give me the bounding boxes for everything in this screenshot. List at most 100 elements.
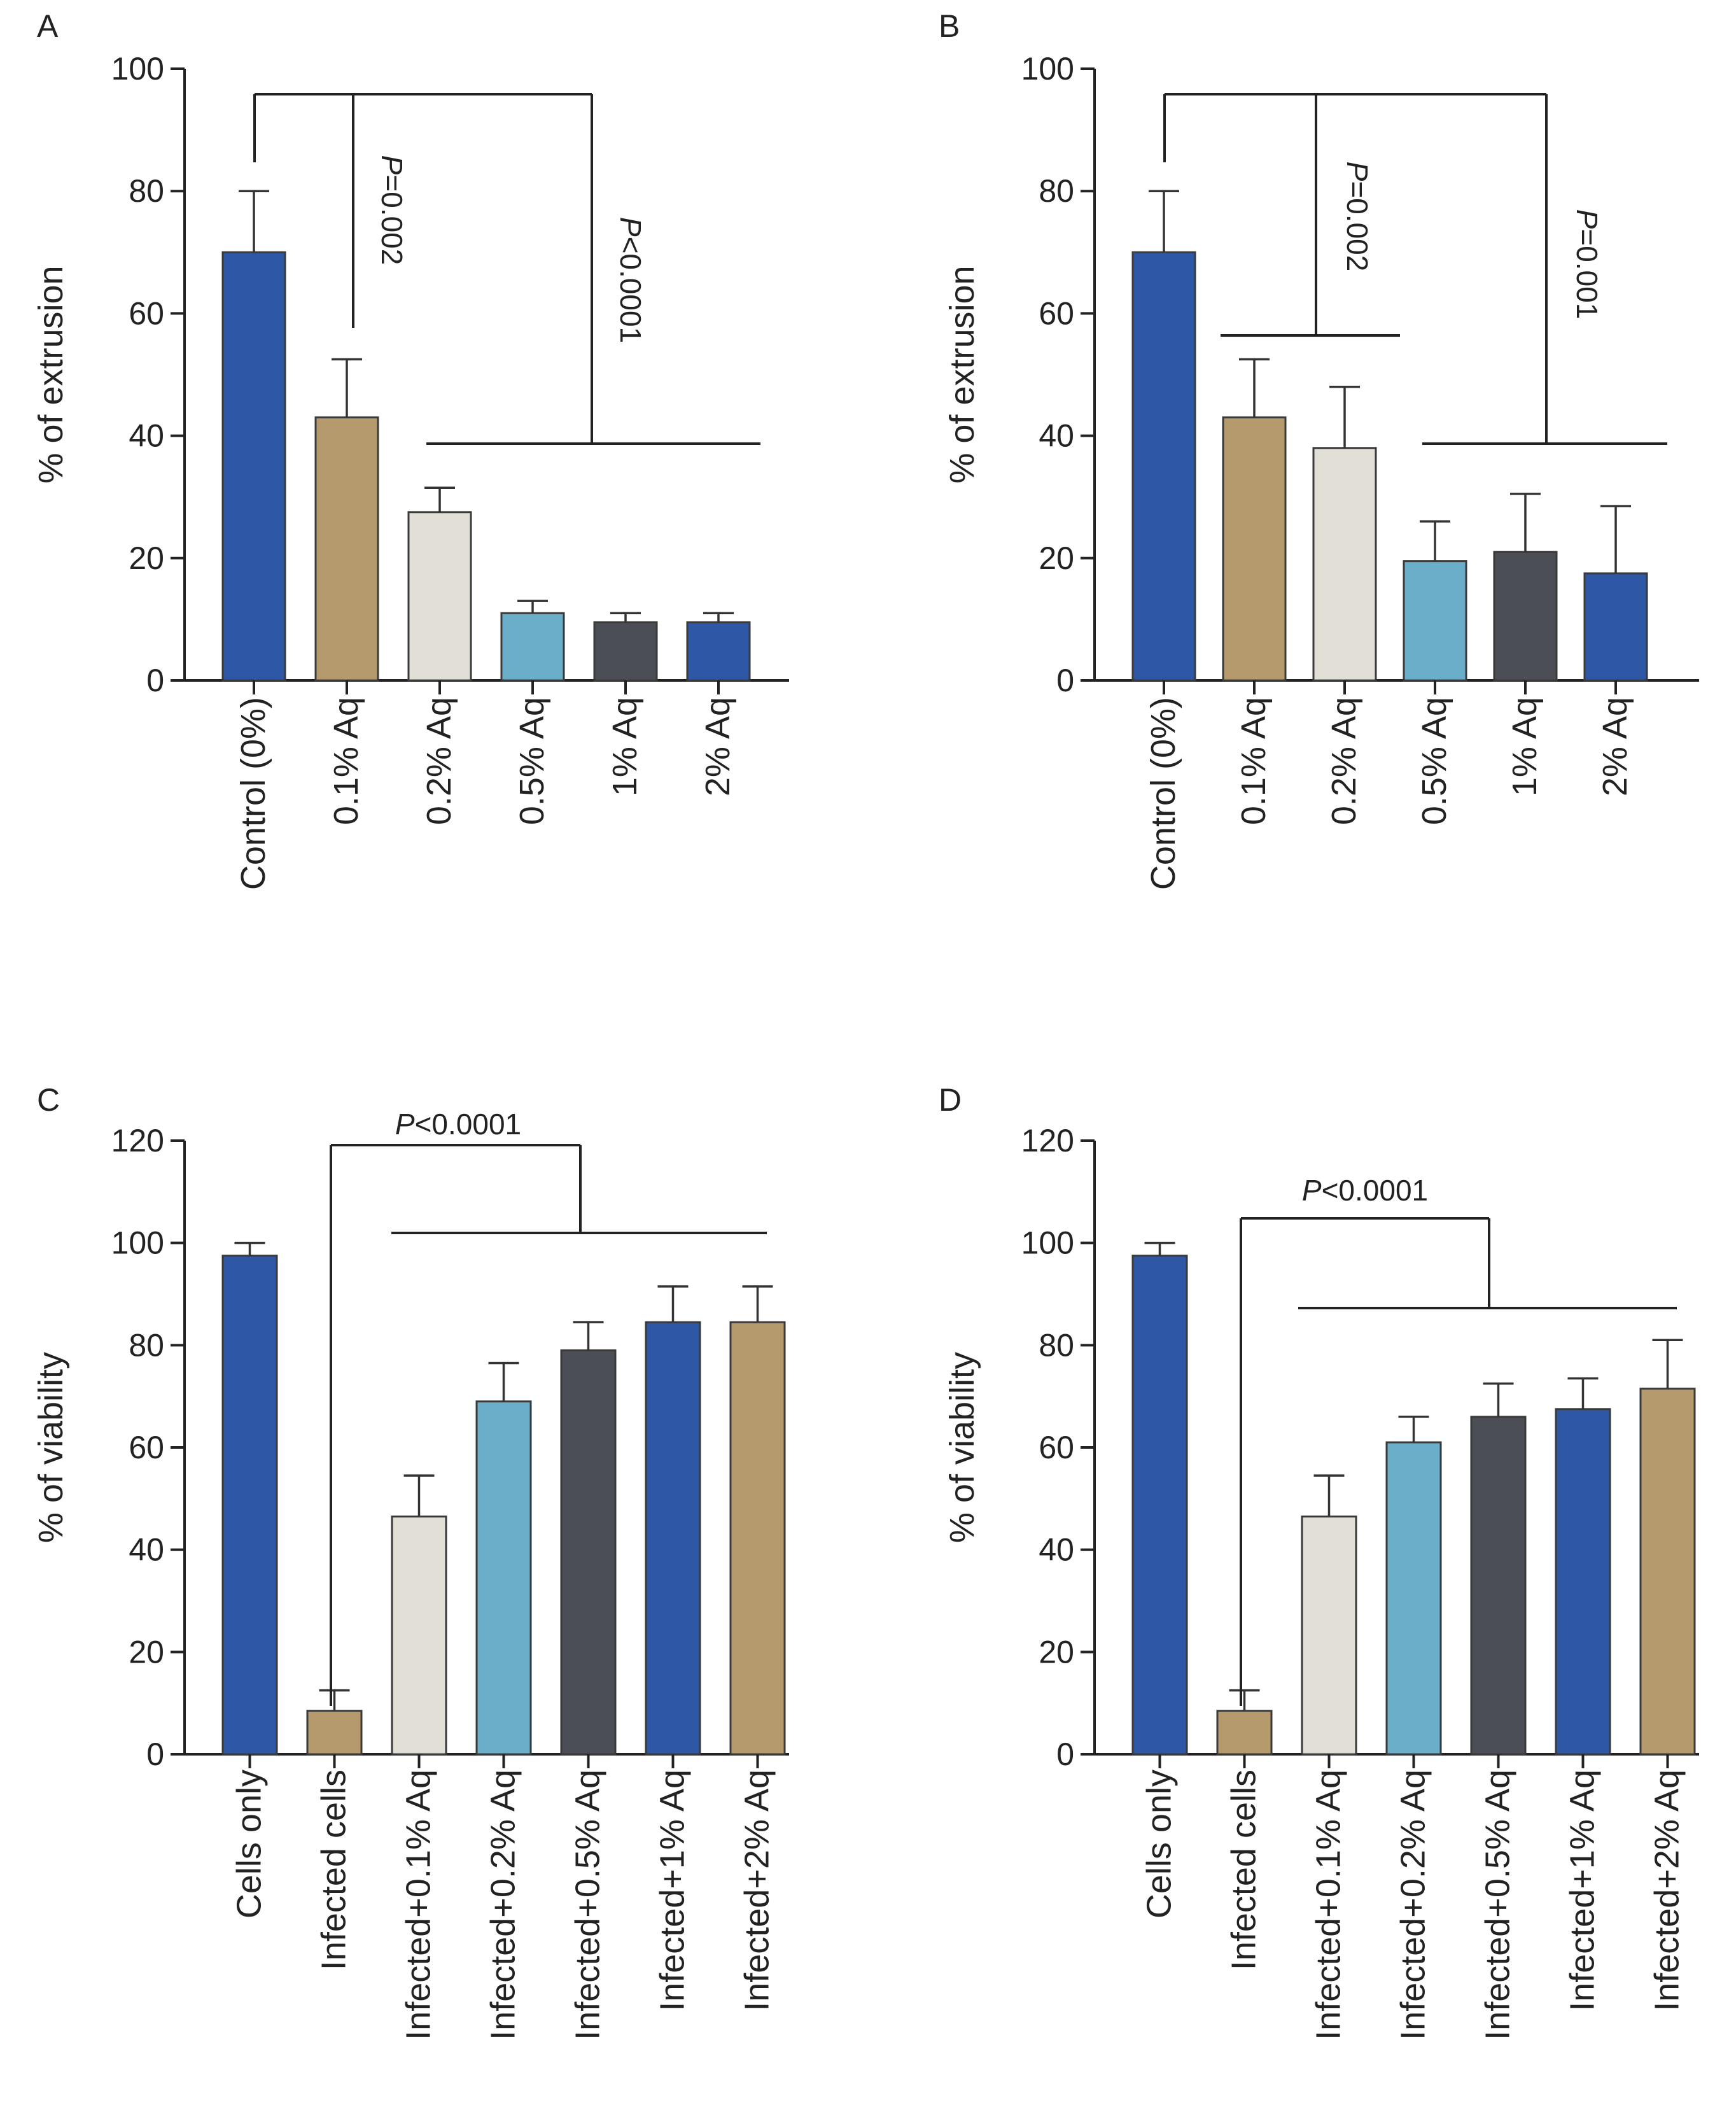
x-tick-label: Infected cells [315,1770,353,1970]
p-value-text: =0.002 [1341,181,1374,271]
bar [729,1321,786,1756]
y-tick-label: 0 [146,1736,164,1772]
p-value-symbol: P [614,217,647,237]
p-value-symbol: P [375,155,409,175]
bar [391,1515,447,1756]
y-tick-label: 40 [129,1532,164,1568]
y-tick-label: 100 [111,1225,164,1261]
bar [1216,1710,1273,1756]
y-tick-label: 60 [129,1430,164,1465]
y-tick-label: 80 [1039,1327,1074,1363]
y-tick-label: 100 [111,51,164,87]
y-tick-label: 80 [1039,173,1074,209]
x-tick-label: Infected+2% Aq [738,1770,776,2011]
bar [1493,551,1558,682]
y-tick-label: 40 [1039,1532,1074,1568]
x-tick-label: 0.5% Aq [1415,697,1453,825]
p-value-label: P<0.0001 [1302,1174,1428,1207]
y-axis-title: % of extrusion [943,265,981,483]
p-value-text: <0.0001 [415,1108,522,1141]
y-tick-label: 0 [1056,1736,1074,1772]
bar [1555,1408,1611,1756]
bar [1222,416,1287,682]
x-tick-label: 2% Aq [1596,697,1634,796]
y-axis-title: % of extrusion [32,265,70,483]
bar [1131,1255,1188,1756]
panel-letter: D [939,1082,962,1118]
y-tick-label: 100 [1021,1225,1074,1261]
x-tick-label: Infected+2% Aq [1648,1770,1686,2011]
x-tick-label: 1% Aq [1506,697,1544,796]
y-tick-label: 60 [1039,1430,1074,1465]
panel-d: D 0 20 40 60 80 100 120 % of viability Cells only… [939,1082,1699,2040]
y-tick-label: 40 [1039,418,1074,454]
bar [1470,1416,1527,1756]
x-tick-label: Infected+0.2% Aq [484,1770,522,2040]
x-tick-label: Infected cells [1225,1770,1263,1970]
bar [645,1321,701,1756]
bar [1131,251,1196,682]
y-tick-label: 60 [129,295,164,331]
x-tick-label: Infected+0.5% Aq [1479,1770,1517,2040]
p-value-symbol: P [1302,1174,1322,1207]
y-tick-label: 20 [129,1634,164,1670]
y-tick-label: 80 [129,173,164,209]
panel-letter: C [37,1082,60,1118]
p-value-label: P=0.001 [1571,209,1604,320]
bar [500,612,565,682]
x-tick-label: Infected+0.1% Aq [400,1770,438,2040]
p-value-label: P<0.0001 [614,217,647,343]
y-tick-label: 20 [129,540,164,576]
y-tick-label: 80 [129,1327,164,1363]
bar [560,1349,617,1756]
p-value-text: =0.002 [375,174,409,265]
bar [314,416,379,682]
bar [1301,1515,1357,1756]
p-value-label: P<0.0001 [395,1108,521,1141]
y-tick-label: 100 [1021,51,1074,87]
bar [1403,560,1467,682]
bar [306,1710,363,1756]
p-value-text: <0.0001 [614,237,647,344]
y-tick-label: 120 [1021,1123,1074,1158]
y-tick-label: 20 [1039,1634,1074,1670]
bar [1583,572,1648,682]
x-tick-label: 0.1% Aq [327,697,365,825]
y-tick-label: 40 [129,418,164,454]
bar [475,1400,532,1756]
x-tick-label: Cells only [1140,1770,1179,1918]
panel-a: A 0 20 40 60 80 100 % of extrusion Control (0%) 0… [32,8,789,890]
bar [593,621,658,682]
x-tick-label: Control (0%) [1144,697,1182,890]
bar [407,511,472,682]
x-tick-label: Control (0%) [234,697,272,890]
x-tick-label: Infected+0.1% Aq [1310,1770,1348,2040]
y-axis-title: % of viability [32,1352,70,1543]
p-value-symbol: P [1571,209,1604,229]
x-tick-label: Cells only [230,1770,269,1918]
x-tick-label: Infected+1% Aq [1564,1770,1602,2011]
x-tick-label: 2% Aq [699,697,737,796]
p-value-symbol: P [395,1108,415,1141]
y-tick-label: 0 [146,663,164,698]
bar [686,621,751,682]
panel-c: C 0 20 40 60 80 100 120 % of viability Cells only… [32,1082,789,2040]
x-tick-label: Infected+0.5% Aq [569,1770,607,2040]
x-tick-label: 0.2% Aq [1325,697,1363,825]
panel-b: B 0 20 40 60 80 100 % of extrusion Control (0%) 0… [939,8,1699,890]
p-value-label: P=0.002 [375,155,409,265]
x-tick-label: Infected+1% Aq [654,1770,692,2011]
bar [1312,447,1377,682]
x-tick-label: 0.5% Aq [513,697,551,825]
panel-letter: A [37,8,59,44]
p-value-text: <0.0001 [1322,1174,1429,1207]
p-value-text: =0.001 [1571,229,1604,319]
panel-letter: B [939,8,960,44]
p-value-symbol: P [1341,162,1374,181]
bar [221,1255,278,1756]
y-tick-label: 60 [1039,295,1074,331]
y-tick-label: 120 [111,1123,164,1158]
p-value-label: P=0.002 [1341,162,1374,272]
x-tick-label: 0.2% Aq [420,697,458,825]
